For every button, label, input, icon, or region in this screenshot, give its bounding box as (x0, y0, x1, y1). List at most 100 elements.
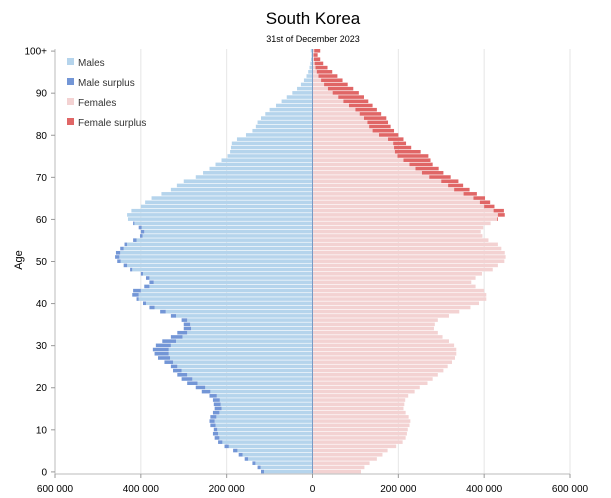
male-bar (154, 305, 313, 310)
male-bar (173, 360, 313, 364)
y-tick-label: 90 (36, 89, 48, 100)
male-bar (237, 448, 313, 453)
female-bar (312, 91, 333, 95)
female-surplus-bar (415, 166, 439, 171)
male-surplus-bar (124, 242, 128, 247)
male-bar (123, 246, 313, 251)
male-surplus-bar (214, 406, 222, 411)
male-bar (242, 452, 313, 457)
female-bar (312, 284, 476, 289)
x-tick-label: 200 000 (209, 484, 246, 495)
male-bar (134, 221, 313, 226)
female-bar (312, 166, 416, 171)
male-surplus-bar (160, 309, 166, 314)
male-surplus-bar (162, 339, 177, 343)
female-bar (312, 419, 411, 423)
male-bar (192, 377, 313, 381)
male-surplus-bar (154, 351, 169, 356)
female-surplus-bar (315, 65, 328, 70)
female-surplus-bar (318, 74, 338, 78)
female-bar (312, 293, 487, 297)
female-bar (312, 305, 471, 310)
female-bar (312, 259, 505, 263)
legend-swatch (67, 118, 74, 125)
male-surplus-bar (173, 368, 182, 373)
female-surplus-bar (393, 141, 407, 146)
male-surplus-bar (195, 385, 206, 390)
female-bar (312, 364, 448, 369)
female-surplus-bar (429, 175, 451, 179)
female-bar (312, 452, 383, 457)
male-bar (214, 419, 313, 423)
male-bar (269, 107, 313, 112)
female-surplus-bar (324, 82, 348, 87)
female-bar (312, 107, 356, 112)
female-bar (312, 204, 485, 209)
chart-title: South Korea (266, 9, 361, 28)
male-bar (181, 368, 313, 373)
female-bar (312, 120, 368, 125)
female-surplus-bar (409, 162, 433, 167)
male-bar (140, 288, 313, 293)
male-bar (310, 49, 313, 53)
male-surplus-bar (149, 280, 154, 285)
female-bar (312, 149, 395, 154)
female-bar (312, 423, 410, 428)
female-bar (312, 318, 438, 322)
female-surplus-bar (343, 99, 369, 104)
female-bar (312, 86, 328, 91)
male-surplus-bar (149, 305, 155, 310)
male-surplus-bar (213, 402, 221, 407)
male-bar (261, 116, 313, 120)
female-surplus-bar (314, 57, 321, 61)
male-surplus-bar (213, 427, 218, 432)
female-bar (312, 398, 406, 402)
female-bar (312, 70, 317, 74)
male-surplus-bar (209, 394, 217, 398)
female-surplus-bar (314, 61, 324, 66)
female-bar (312, 356, 455, 360)
female-bar (312, 389, 415, 394)
male-bar (219, 410, 313, 415)
female-bar (312, 213, 498, 217)
male-surplus-bar (123, 263, 128, 268)
female-surplus-bar (348, 103, 373, 108)
male-surplus-bar (177, 373, 188, 377)
male-bar (165, 309, 313, 314)
female-bar (312, 196, 474, 200)
male-bar (309, 65, 313, 70)
legend-swatch (67, 78, 74, 85)
female-bar (312, 280, 472, 285)
male-bar (219, 398, 313, 402)
male-surplus-bar (138, 225, 142, 230)
male-bar (195, 175, 313, 179)
x-tick-label: 400 000 (123, 484, 160, 495)
male-bar (151, 196, 313, 200)
male-bar (230, 149, 313, 154)
y-tick-label: 60 (36, 215, 48, 226)
male-bar (140, 204, 313, 209)
female-bar (312, 141, 394, 146)
male-bar (141, 225, 313, 230)
axes-group: 600 000 400 000 200 000 0 200 000 400 000 600 … (24, 47, 588, 495)
male-surplus-bar (201, 389, 211, 394)
male-bar (310, 57, 313, 61)
male-surplus-bar (210, 415, 217, 419)
male-surplus-bar (181, 318, 188, 322)
female-bar (312, 57, 315, 61)
y-tick-label: 70 (36, 173, 48, 184)
female-bar (312, 145, 395, 150)
y-tick-label: 100+ (24, 47, 47, 58)
female-bar (312, 309, 460, 314)
male-bar (136, 238, 313, 242)
male-surplus-bar (170, 314, 177, 318)
female-bar (312, 322, 435, 327)
male-surplus-bar (115, 250, 121, 255)
female-surplus-bar (454, 187, 470, 192)
male-surplus-bar (218, 440, 223, 444)
male-bar (210, 389, 313, 394)
female-bar (312, 246, 502, 251)
female-bar (312, 183, 449, 188)
male-bar (170, 356, 313, 360)
female-bar (312, 431, 407, 436)
